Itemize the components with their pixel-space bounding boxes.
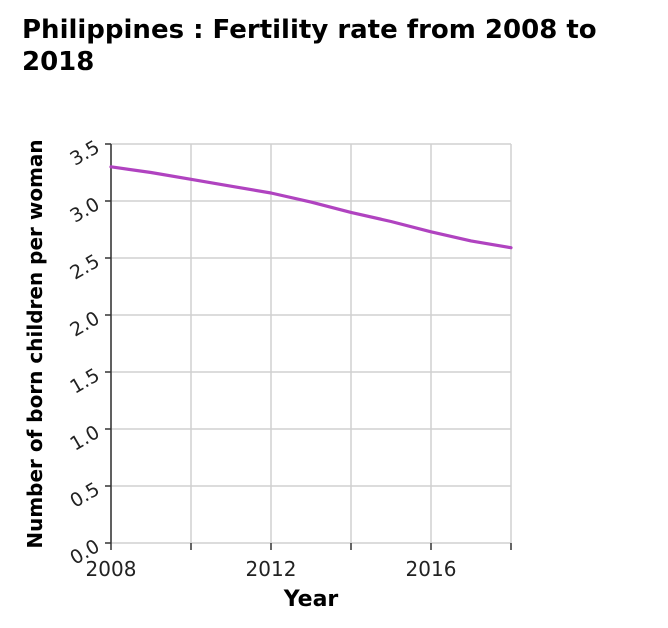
x-tick-label: 2012	[246, 557, 297, 581]
plot-area	[111, 144, 511, 543]
grid	[111, 144, 511, 543]
x-tick-label: 2008	[86, 557, 137, 581]
x-axis-label: Year	[283, 587, 339, 612]
y-axis-label: Number of born children per woman	[23, 139, 47, 548]
y-tick-label: 1.0	[66, 421, 103, 455]
x-tick-label: 2016	[406, 557, 457, 581]
y-tick-label: 3.0	[66, 193, 103, 227]
y-tick-label: 2.5	[66, 250, 103, 284]
y-tick-label: 0.5	[66, 478, 103, 512]
y-tick-label: 2.0	[66, 307, 103, 341]
y-tick-label: 3.5	[66, 136, 103, 170]
y-tick-label: 1.5	[66, 364, 103, 398]
